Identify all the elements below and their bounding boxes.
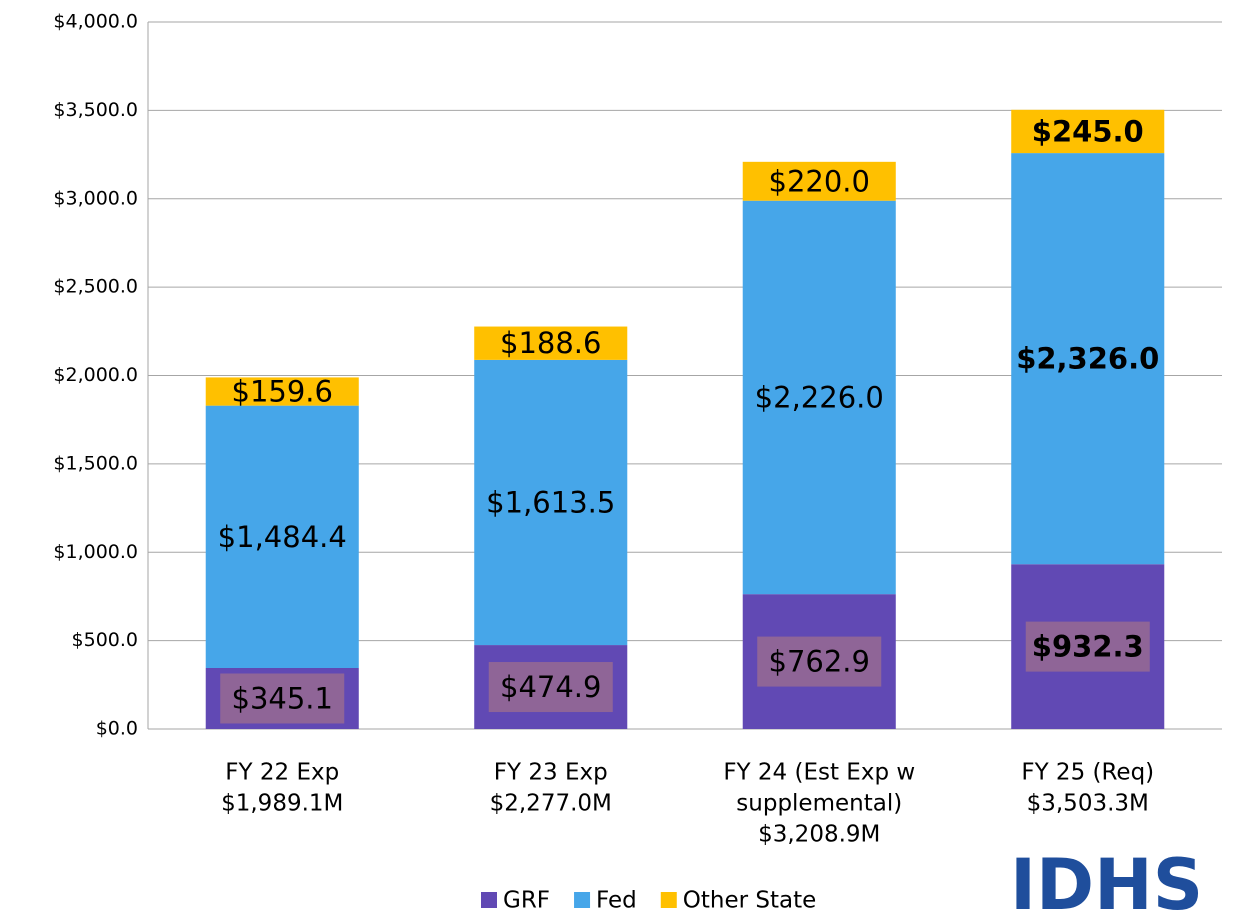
data-label: $762.9 [769,645,870,679]
x-tick-label: $2,277.0M [490,791,612,817]
bar-segment [474,359,628,646]
data-label: $2,226.0 [755,380,884,414]
bar-segment [474,326,628,360]
legend-swatch [574,892,591,908]
data-label: $188.6 [500,326,601,360]
y-tick-label: $500.0 [72,629,138,651]
x-tick-label: $3,208.9M [758,822,880,848]
label-box [220,673,345,724]
y-tick-label: $2,000.0 [53,364,138,386]
data-label: $474.9 [500,670,601,704]
bar-segment [205,405,359,669]
x-tick-label: $1,989.1M [221,791,343,817]
label-box [757,636,882,687]
legend-swatch [660,892,677,908]
y-tick-label: $1,500.0 [53,452,138,474]
logo: IDHS [1010,844,1203,923]
x-tick-label: supplemental) [736,791,902,817]
data-label: $159.6 [232,375,333,409]
data-label: $220.0 [769,164,870,198]
legend-swatch [481,892,497,908]
x-tick-label: FY 25 (Req) [1021,760,1154,786]
data-label: $2,326.0 [1016,342,1159,376]
data-label: $932.3 [1032,630,1144,664]
x-tick-label: FY 22 Exp [225,760,339,786]
legend-label: Other State [683,888,817,914]
x-tick-label: FY 23 Exp [494,760,608,786]
legend-label: Fed [596,888,637,914]
bar-segment [205,377,359,406]
data-label: $345.1 [232,682,333,716]
y-tick-label: $0.0 [96,718,138,740]
y-tick-label: $2,500.0 [53,276,138,298]
label-box [488,662,613,713]
x-tick-label: FY 24 (Est Exp w [723,760,915,786]
data-label: $245.0 [1032,114,1144,148]
data-label: $1,484.4 [218,520,347,554]
data-label: $1,613.5 [486,485,615,519]
y-tick-label: $1,000.0 [53,541,138,563]
bar-segment [742,200,896,595]
bar-segment [1011,153,1165,565]
label-box [1025,621,1150,672]
x-tick-label: $3,503.3M [1027,791,1149,817]
bar-segment [1011,109,1165,154]
y-tick-label: $3,500.0 [53,99,138,121]
y-tick-label: $3,000.0 [53,187,138,209]
legend-label: GRF [503,888,550,914]
y-tick-label: $4,000.0 [53,11,138,33]
bar-segment [742,161,896,201]
